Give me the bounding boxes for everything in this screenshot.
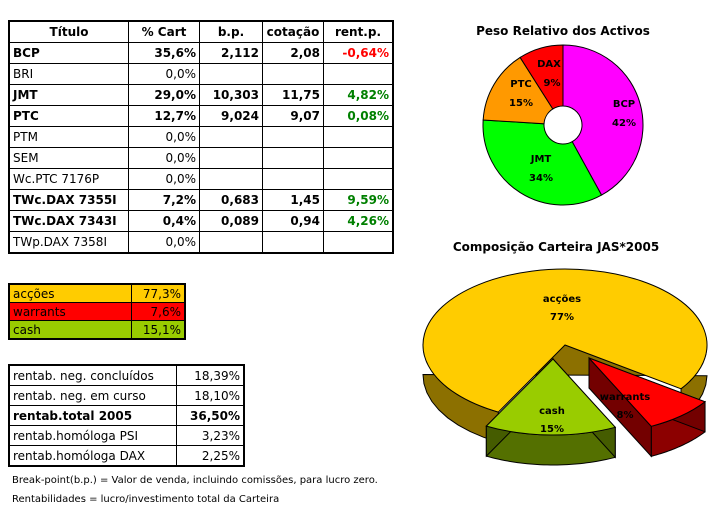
allocation-value: 7,6% [131, 302, 186, 321]
allocation-name: warrants [8, 302, 132, 321]
slice-value: 42% [612, 118, 636, 129]
table-row: JMT 29,0% 10,303 11,75 4,82% [8, 84, 394, 106]
slice-label: JMT [530, 154, 552, 165]
quote [262, 231, 324, 254]
table-row: Wc.PTC 7176P 0,0% [8, 168, 394, 190]
return-label: rentab. neg. concluídos [8, 364, 177, 386]
pie-slice-cash [485, 358, 617, 436]
returns-row: rentab. neg. concluídos 18,39% [8, 364, 245, 386]
return-label: rentab. neg. em curso [8, 385, 177, 406]
allocation-row: cash 15,1% [8, 320, 186, 340]
portfolio-pct: 0,0% [128, 168, 200, 190]
returns-row: rentab.homóloga DAX 2,25% [8, 445, 245, 467]
break-point: 0,089 [199, 210, 263, 232]
security-name: TWc.DAX 7343I [8, 210, 129, 232]
security-name: BRI [8, 63, 129, 85]
slice-label: PTC [510, 79, 532, 90]
quote: 1,45 [262, 189, 324, 211]
return-pct: -0,64% [323, 42, 394, 64]
pie-slice-ptc [482, 56, 554, 125]
rentab-note: Rentabilidades = lucro/investimento tota… [12, 494, 280, 505]
column-header: rent.p. [323, 20, 394, 43]
returns-row: rentab.total 2005 36,50% [8, 405, 245, 426]
table-row: BRI 0,0% [8, 63, 394, 85]
return-label: rentab.homóloga DAX [8, 445, 177, 467]
allocation-name: acções [8, 283, 132, 303]
return-pct [323, 231, 394, 254]
slice-label: warrants [600, 392, 650, 403]
table-row: TWp.DAX 7358I 0,0% [8, 231, 394, 254]
table-row: SEM 0,0% [8, 147, 394, 169]
slice-value: 15% [540, 424, 564, 435]
return-label: rentab.total 2005 [8, 405, 177, 426]
slice-value: 34% [529, 173, 553, 184]
chart-title: Peso Relativo dos Activos [476, 24, 650, 38]
pie-slice-jmt [482, 119, 603, 206]
allocation-value: 77,3% [131, 283, 186, 303]
security-name: SEM [8, 147, 129, 169]
slice-value: 8% [617, 410, 634, 421]
pie-slice-warrants [588, 357, 707, 427]
portfolio-pct: 0,0% [128, 231, 200, 254]
security-name: TWp.DAX 7358I [8, 231, 129, 254]
return-value: 18,39% [176, 364, 245, 386]
return-pct: 4,26% [323, 210, 394, 232]
return-value: 2,25% [176, 445, 245, 467]
slice-label: acções [543, 294, 581, 305]
portfolio-pct: 0,4% [128, 210, 200, 232]
slice-value: 15% [509, 98, 533, 109]
quote: 11,75 [262, 84, 324, 106]
pie-slice-acções [422, 268, 708, 413]
return-label: rentab.homóloga PSI [8, 425, 177, 446]
security-name: JMT [8, 84, 129, 106]
allocation-value: 15,1% [131, 320, 186, 340]
slice-value: 9% [544, 78, 561, 89]
table-row: PTC 12,7% 9,024 9,07 0,08% [8, 105, 394, 127]
return-pct: 0,08% [323, 105, 394, 127]
holdings-table: Título% Cart b.p. cotação rent.p. BCP 35,6% 2… [8, 20, 394, 254]
slice-label: DAX [537, 59, 561, 70]
column-header: % Cart [128, 20, 200, 43]
pie-slice-dax [519, 44, 564, 110]
allocation-name: cash [8, 320, 132, 340]
slice-label: cash [539, 406, 565, 417]
returns-row: rentab. neg. em curso 18,10% [8, 385, 245, 406]
break-point: 10,303 [199, 84, 263, 106]
return-value: 36,50% [176, 405, 245, 426]
slice-label: BCP [613, 99, 635, 110]
break-point: 9,024 [199, 105, 263, 127]
slice-value: 77% [550, 312, 574, 323]
returns-row: rentab.homóloga PSI 3,23% [8, 425, 245, 446]
allocation-row: acções 77,3% [8, 283, 186, 303]
returns-table: rentab. neg. concluídos 18,39% rentab. neg… [8, 364, 245, 467]
return-value: 3,23% [176, 425, 245, 446]
breakpoint-note: Break-point(b.p.) = Valor de venda, incl… [12, 475, 378, 486]
pie-slice-bcp [562, 44, 644, 196]
table-row: BCP 35,6% 2,112 2,08 -0,64% [8, 42, 394, 64]
security-name: Wc.PTC 7176P [8, 168, 129, 190]
chart-title: Composição Carteira JAS*2005 [453, 240, 659, 254]
portfolio-pct: 29,0% [128, 84, 200, 106]
table-row: TWc.DAX 7343I 0,4% 0,089 0,94 4,26% [8, 210, 394, 232]
quote: 0,94 [262, 210, 324, 232]
allocation-row: warrants 7,6% [8, 302, 186, 321]
allocation-table: acções 77,3% warrants 7,6% cash 15,1% [8, 283, 186, 340]
return-value: 18,10% [176, 385, 245, 406]
